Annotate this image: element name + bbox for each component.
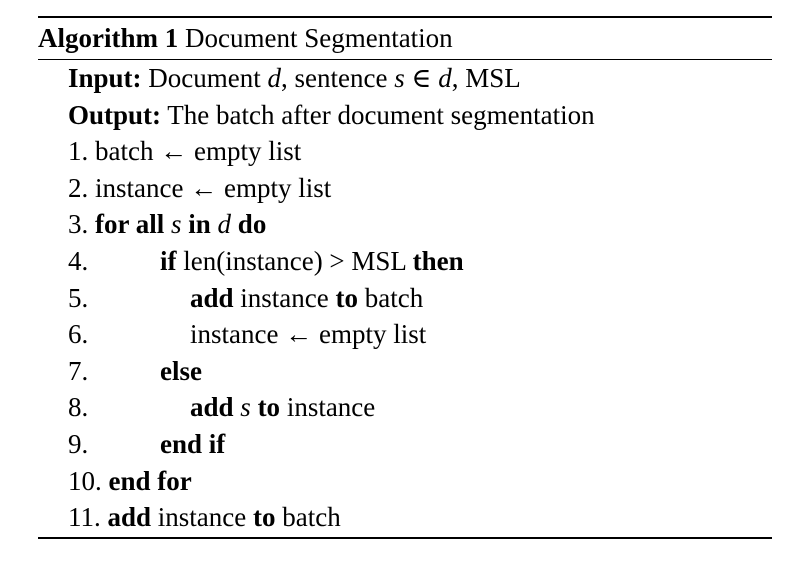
step-text-fragment: len(instance) > MSL [176,246,413,276]
math-variable: s [394,63,405,93]
math-variable: s [171,209,182,240]
algorithm-step-line: 1. batch ← empty list [68,133,301,169]
algorithm-bottom-rule [38,537,772,539]
step-text: add instance to batch [108,502,341,532]
step-text: end for [109,466,192,496]
step-text-fragment [251,392,258,422]
keyword: end if [160,429,226,459]
keyword: in [188,209,211,240]
keyword: do [237,209,267,240]
step-number: 6. [68,319,89,350]
algorithm-step-line: 4. if len(instance) > MSL then [68,243,464,279]
step-number: 8. [68,392,89,423]
step-number: 5. [68,282,89,313]
step-number: 1. [68,136,89,167]
step-number: 10. [68,465,102,496]
algorithm-step-line: 9. end if [68,426,225,462]
step-text-fragment: batch [358,282,424,313]
algorithm-step-line: 7. else [68,353,202,389]
keyword: to [257,392,281,423]
math-variable: d [217,209,232,240]
step-number: 7. [68,355,89,386]
step-text: Output: The batch after document segment… [68,100,595,130]
step-text-fragment [211,209,218,239]
keyword: Output: [68,99,162,130]
keyword: add [190,282,234,313]
step-number: 2. [68,172,89,203]
step-text-fragment: , MSL [451,63,521,93]
algorithm-step-line: 2. instance ← empty list [68,170,331,206]
step-text-fragment: , sentence [281,63,395,93]
keyword: else [160,355,202,386]
step-text-fragment: instance ← empty list [95,172,332,203]
step-text-fragment: instance [151,502,254,533]
algorithm-caption-title: Document Segmentation [184,23,453,53]
keyword: for all [95,209,165,240]
keyword: then [412,246,464,276]
algorithm-step-line: 11. add instance to batch [68,499,341,535]
step-text: else [160,353,202,389]
step-text-fragment [231,209,238,239]
keyword: Input: [68,63,142,93]
step-text: instance ← empty list [95,173,331,203]
algorithm-step-line: 5. add instance to batch [68,280,423,316]
step-text: add instance to batch [190,280,423,316]
keyword: add [190,392,234,423]
step-text: end if [160,426,225,462]
step-number: 3. [68,209,89,240]
step-text-fragment: Document [141,63,268,93]
keyword: add [107,502,152,533]
math-variable: d [267,63,282,93]
step-text-fragment [164,209,171,239]
step-text: Input: Document d, sentence s ∈ d, MSL [68,63,521,93]
step-text: batch ← empty list [95,136,301,166]
step-text-fragment: instance [280,392,376,423]
step-text-fragment: batch ← empty list [95,136,302,167]
algorithm-top-rule [38,16,772,18]
step-text-fragment: ∈ [404,63,439,93]
algorithm-output-line: Output: The batch after document segment… [68,97,595,133]
keyword: end for [108,465,192,496]
algorithm-input-line: Input: Document d, sentence s ∈ d, MSL [68,60,521,96]
step-text-fragment: batch [275,502,341,533]
algorithm-step-line: 8. add s to instance [68,389,375,425]
step-text: add s to instance [190,389,375,425]
step-number: 4. [68,246,89,276]
algorithm-caption: Algorithm 1 Document Segmentation [38,18,453,59]
algorithm-step-line: 6. instance ← empty list [68,316,426,352]
step-text: instance ← empty list [190,316,426,352]
algorithm-caption-label: Algorithm 1 [38,23,179,53]
keyword: to [253,502,276,533]
step-text-fragment: The batch after document segmentation [161,99,595,130]
step-text-fragment: instance [233,282,336,313]
algorithm-caption-rule [38,59,772,60]
step-text: if len(instance) > MSL then [160,243,464,279]
step-number: 9. [68,429,89,459]
step-number: 11. [68,502,101,533]
math-variable: s [240,392,251,423]
step-text-fragment: instance ← empty list [190,319,427,350]
algorithm-step-line: 3. for all s in d do [68,206,266,242]
algorithm-step-line: 10. end for [68,463,192,499]
keyword: to [335,282,359,313]
keyword: if [160,246,177,276]
math-variable: d [438,63,452,93]
step-text: for all s in d do [95,209,266,239]
